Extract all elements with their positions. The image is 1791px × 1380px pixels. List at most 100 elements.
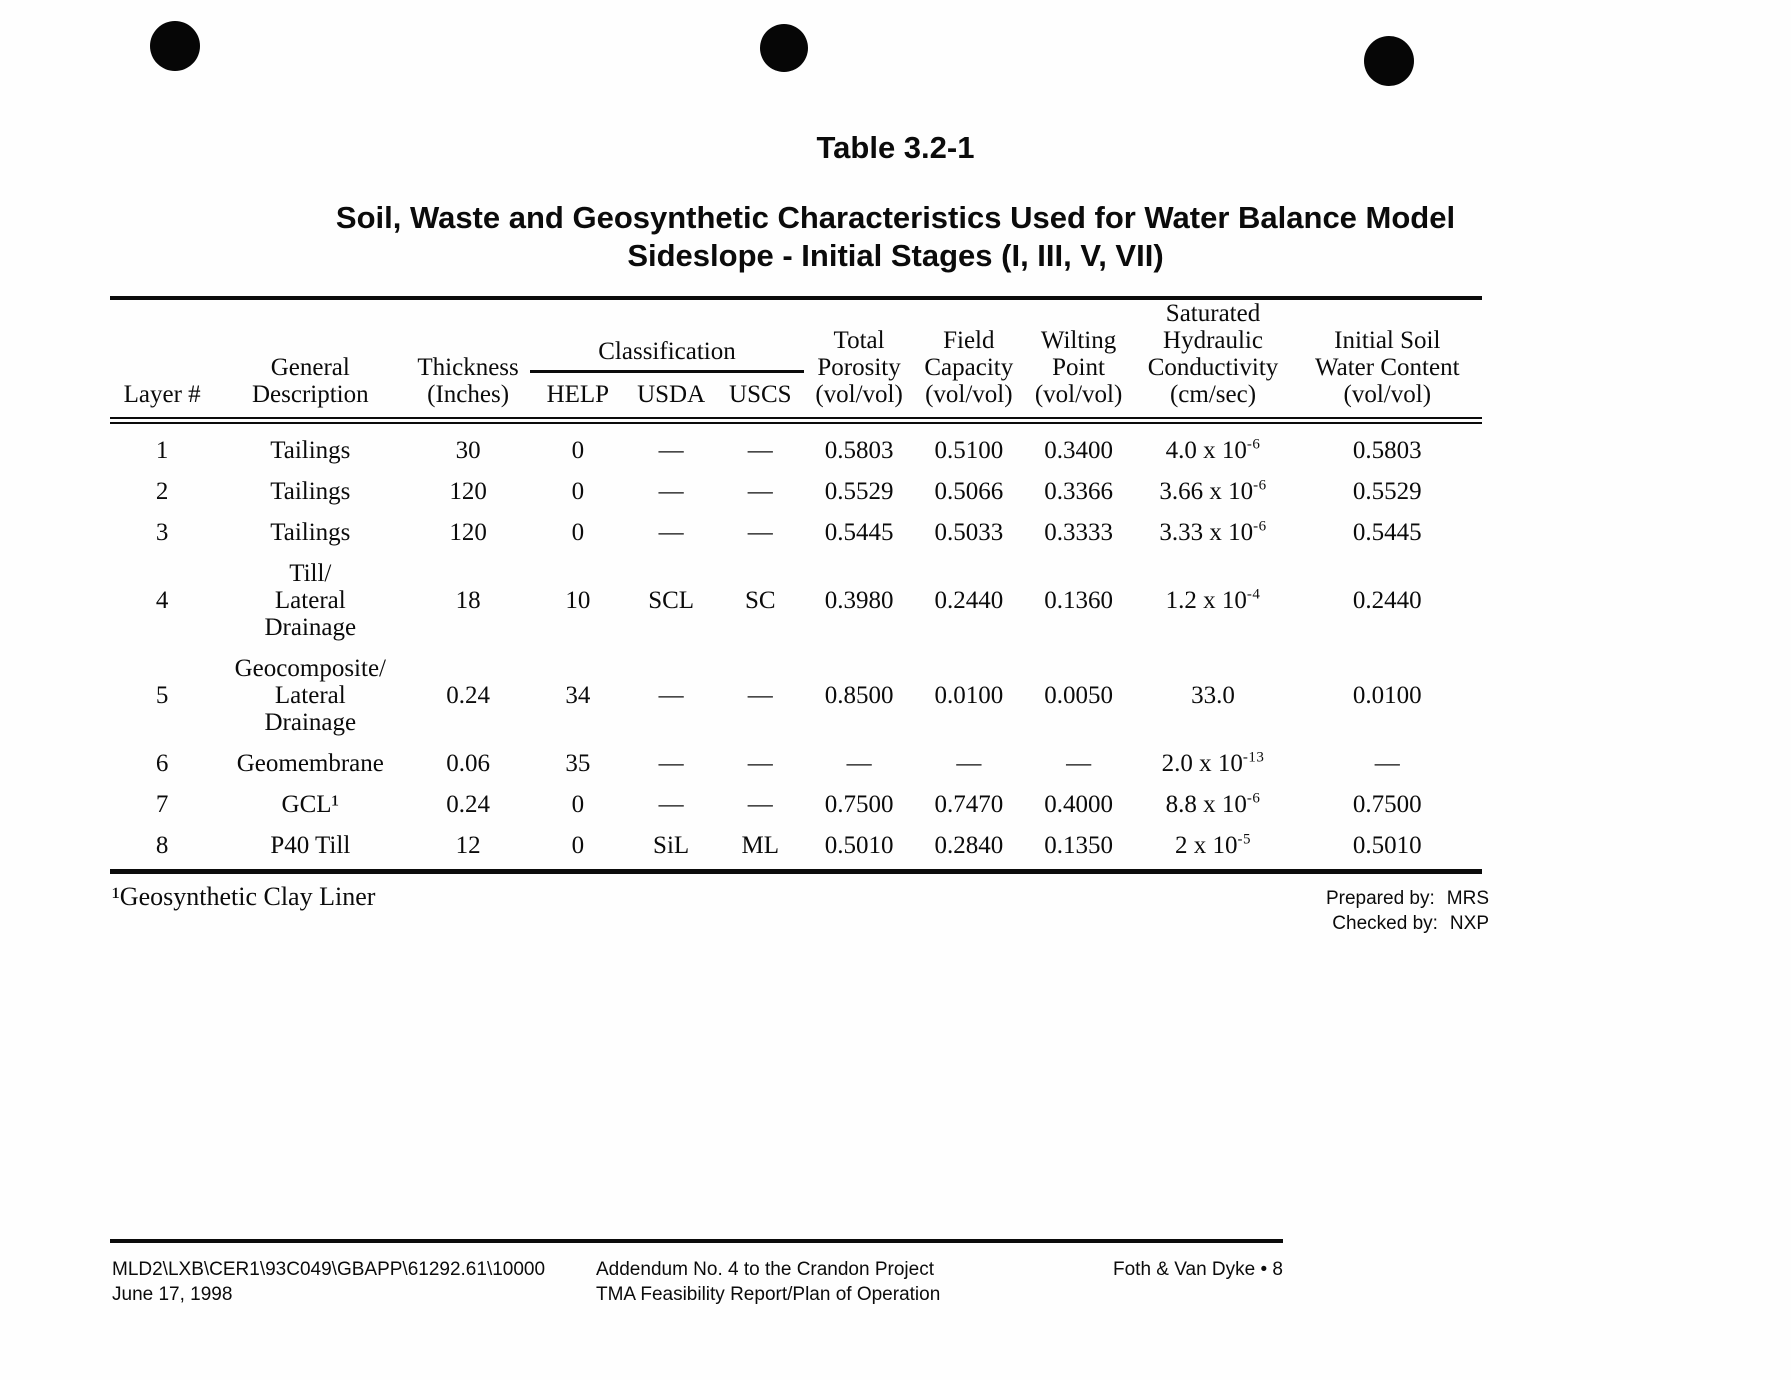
addendum-line-2: TMA Feasibility Report/Plan of Operation <box>596 1284 941 1305</box>
cell-description: Tailings <box>270 437 351 464</box>
table-row: 5 Geocomposite/ Lateral Drainage 0.24 34… <box>110 648 1482 743</box>
cell-wilting-point: 0.1350 <box>1023 825 1134 874</box>
table-row: 7 GCL¹ 0.24 0 — — 0.7500 0.7470 0.4000 8… <box>110 784 1482 825</box>
cell-wilting-point: — <box>1066 750 1092 777</box>
table-number: Table 3.2-1 <box>816 130 975 165</box>
conductivity-value: 33.0 <box>1191 682 1235 709</box>
prepared-by-label: Prepared by: <box>1325 888 1435 909</box>
cell-water-content: 0.5803 <box>1352 437 1422 464</box>
cell-help: 0 <box>571 478 585 505</box>
cell-water-content: 0.5445 <box>1352 519 1422 546</box>
characteristics-table: Layer # General Description Thickness (I… <box>110 296 1482 874</box>
cell-layer: 5 <box>155 682 169 709</box>
cell-uscs: — <box>747 791 773 818</box>
cell-uscs: — <box>747 519 773 546</box>
doc-reference: MLD2\LXB\CER1\93C049\GBAPP\61292.61\1000… <box>112 1259 546 1280</box>
cell-help: 35 <box>565 750 591 777</box>
cell-thickness: 0.06 <box>446 750 490 777</box>
cell-wilting-point: 0.3366 <box>1044 478 1113 505</box>
column-header-help: HELP <box>529 371 626 424</box>
cell-description: GCL¹ <box>281 791 340 818</box>
cell-conductivity: 4.0 x 10-6 <box>1133 421 1292 472</box>
footnote: ¹Geosynthetic Clay Liner <box>112 882 376 911</box>
cell-layer: 3 <box>155 519 169 546</box>
column-header-layer: Layer # <box>110 298 215 424</box>
prepared-by-line: Prepared by: MRS <box>1326 886 1489 911</box>
cell-layer: 7 <box>155 791 169 818</box>
cell-description: Geomembrane <box>236 750 384 777</box>
cell-usda: — <box>658 791 684 818</box>
cell-uscs: — <box>747 750 773 777</box>
conductivity-value: 2 x 10 <box>1175 832 1238 859</box>
cell-field-capacity: 0.0100 <box>934 682 1004 709</box>
cell-water-content: 0.0100 <box>1352 682 1422 709</box>
cell-porosity: 0.5529 <box>824 478 894 505</box>
cell-thickness: 0.24 <box>446 682 490 709</box>
cell-water-content: 0.7500 <box>1352 791 1422 818</box>
cell-conductivity: 8.8 x 10-6 <box>1133 784 1292 825</box>
conductivity-exponent: -6 <box>1246 436 1261 453</box>
cell-thickness: 120 <box>449 519 487 546</box>
conductivity-exponent: -4 <box>1246 586 1261 603</box>
conductivity-value: 3.33 x 10 <box>1159 519 1254 546</box>
column-header-porosity: Total Porosity (vol/vol) <box>804 298 914 424</box>
org-page-number: Foth & Van Dyke • 8 <box>1113 1259 1283 1280</box>
cell-uscs: ML <box>716 825 805 874</box>
cell-usda: — <box>658 750 684 777</box>
footer-rule <box>110 1239 1283 1243</box>
cell-wilting-point: 0.3400 <box>1044 437 1113 464</box>
cell-water-content: — <box>1374 750 1400 777</box>
doc-date: June 17, 1998 <box>112 1284 233 1305</box>
cell-field-capacity: 0.2840 <box>913 825 1024 874</box>
column-header-description: General Description <box>214 298 407 424</box>
cell-help: 0 <box>571 437 585 464</box>
doc-title-line-2: Sideslope - Initial Stages (I, III, V, V… <box>627 238 1164 273</box>
cell-field-capacity: 0.5066 <box>934 478 1004 505</box>
doc-title-line-1: Soil, Waste and Geosynthetic Characteris… <box>335 200 1456 235</box>
cell-help: 10 <box>565 587 591 614</box>
column-header-conductivity: Saturated Hydraulic Conductivity (cm/sec… <box>1133 298 1293 424</box>
prepared-by-value: MRS <box>1446 888 1489 909</box>
binder-hole-icon <box>150 21 200 71</box>
cell-field-capacity: 0.7470 <box>934 791 1004 818</box>
cell-help: 0 <box>529 825 626 874</box>
classification-group-header: Classification <box>529 298 805 373</box>
cell-field-capacity: 0.5033 <box>934 519 1004 546</box>
column-header-usda: USDA <box>625 371 717 424</box>
cell-usda: — <box>658 519 684 546</box>
cell-porosity: 0.7500 <box>824 791 894 818</box>
conductivity-exponent: -6 <box>1246 790 1261 807</box>
cell-water-content: 0.5529 <box>1352 478 1422 505</box>
cell-conductivity: 3.66 x 10-6 <box>1133 471 1292 512</box>
conductivity-value: 2.0 x 10 <box>1161 750 1243 777</box>
column-header-uscs: USCS <box>716 371 805 424</box>
cell-water-content: 0.2440 <box>1352 587 1422 614</box>
cell-description: Tailings <box>270 478 351 505</box>
classification-sub-header-row: HELP USDA USCS <box>110 371 1482 424</box>
cell-uscs: SC <box>744 587 776 614</box>
cell-conductivity: 1.2 x 10-4 <box>1133 553 1292 648</box>
table-row: 3 Tailings 120 0 — — 0.5445 0.5033 0.333… <box>110 512 1482 553</box>
conductivity-value: 8.8 x 10 <box>1165 791 1247 818</box>
table-row: 8 P40 Till 12 0 SiL ML 0.5010 0.2840 0.1… <box>110 825 1482 874</box>
conductivity-exponent: -13 <box>1242 749 1265 766</box>
cell-layer: 6 <box>155 750 169 777</box>
cell-wilting-point: 0.1360 <box>1044 587 1113 614</box>
conductivity-exponent: -6 <box>1253 518 1267 535</box>
cell-usda: — <box>658 478 684 505</box>
checked-by-value: NXP <box>1449 913 1489 934</box>
cell-uscs: — <box>747 437 773 464</box>
cell-porosity: 0.3980 <box>824 587 894 614</box>
table-row: 4 Till/ Lateral Drainage 18 10 SCL SC 0.… <box>110 553 1482 648</box>
footer-center-block: Addendum No. 4 to the Crandon Project TM… <box>596 1257 940 1307</box>
doc-title: Soil, Waste and Geosynthetic Characteris… <box>0 199 1791 275</box>
cell-usda: — <box>658 437 684 464</box>
column-header-field-capacity: Field Capacity (vol/vol) <box>913 298 1024 424</box>
cell-water-content: 0.5010 <box>1292 825 1482 874</box>
cell-conductivity: 2.0 x 10-13 <box>1133 743 1292 784</box>
conductivity-value: 4.0 x 10 <box>1165 437 1247 464</box>
column-header-water-content: Initial Soil Water Content (vol/vol) <box>1292 298 1482 424</box>
binder-hole-icon <box>1364 36 1414 86</box>
cell-description: Tailings <box>270 519 351 546</box>
